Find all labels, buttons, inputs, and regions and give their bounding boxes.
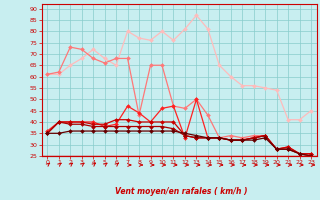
Text: Vent moyen/en rafales ( km/h ): Vent moyen/en rafales ( km/h ) [115,187,247,196]
